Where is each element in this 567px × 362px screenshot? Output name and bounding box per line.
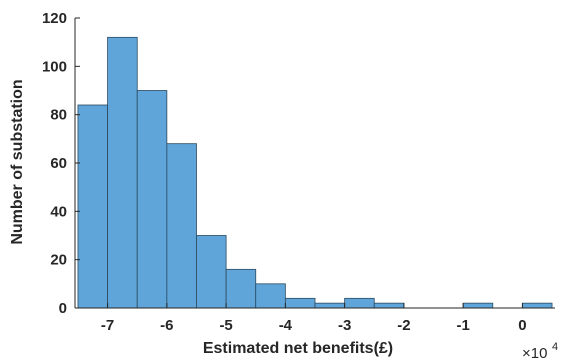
y-tick-label: 100 bbox=[42, 58, 67, 75]
y-axis-title: Number of substation bbox=[9, 79, 26, 244]
x-exponent-base: ×10 bbox=[522, 345, 547, 362]
x-tick-label: 0 bbox=[518, 317, 526, 334]
x-tick-label: -4 bbox=[279, 317, 293, 334]
y-tick-label: 120 bbox=[42, 10, 67, 27]
histogram-bar bbox=[166, 143, 197, 309]
y-tick-label: 0 bbox=[59, 300, 67, 317]
histogram-bar bbox=[77, 104, 108, 309]
histogram-bar bbox=[314, 302, 346, 309]
histogram-bar bbox=[522, 302, 553, 309]
x-exponent-power: 4 bbox=[552, 341, 558, 353]
x-tick-label: -6 bbox=[160, 317, 173, 334]
x-tick-label: -1 bbox=[456, 317, 469, 334]
x-tick-label: -3 bbox=[338, 317, 351, 334]
y-tick-label: 40 bbox=[50, 203, 67, 220]
histogram-bar bbox=[344, 297, 375, 309]
x-exponent-label: ×10 4 bbox=[522, 341, 558, 362]
histogram-bar bbox=[107, 36, 138, 309]
histogram-bar bbox=[196, 235, 227, 309]
bars-group bbox=[77, 36, 553, 309]
y-tick-label: 60 bbox=[50, 155, 67, 172]
x-tick-label: -2 bbox=[397, 317, 410, 334]
x-tick-label: -5 bbox=[219, 317, 232, 334]
histogram-bar bbox=[462, 302, 494, 309]
histogram-bar bbox=[225, 268, 257, 309]
histogram-bar bbox=[284, 297, 316, 309]
y-ticks-group: 0 20 40 60 80 100 120 bbox=[42, 10, 80, 317]
histogram-bar bbox=[136, 90, 168, 309]
y-tick-label: 80 bbox=[50, 107, 67, 124]
histogram-bar bbox=[255, 283, 286, 309]
x-tick-label: -7 bbox=[101, 317, 114, 334]
histogram-bar bbox=[373, 302, 405, 309]
x-axis-title: Estimated net benefits(£) bbox=[203, 340, 393, 357]
y-tick-label: 20 bbox=[50, 252, 67, 269]
x-ticks-group: -7 -6 -5 -4 -3 -2 -1 0 bbox=[101, 303, 527, 334]
